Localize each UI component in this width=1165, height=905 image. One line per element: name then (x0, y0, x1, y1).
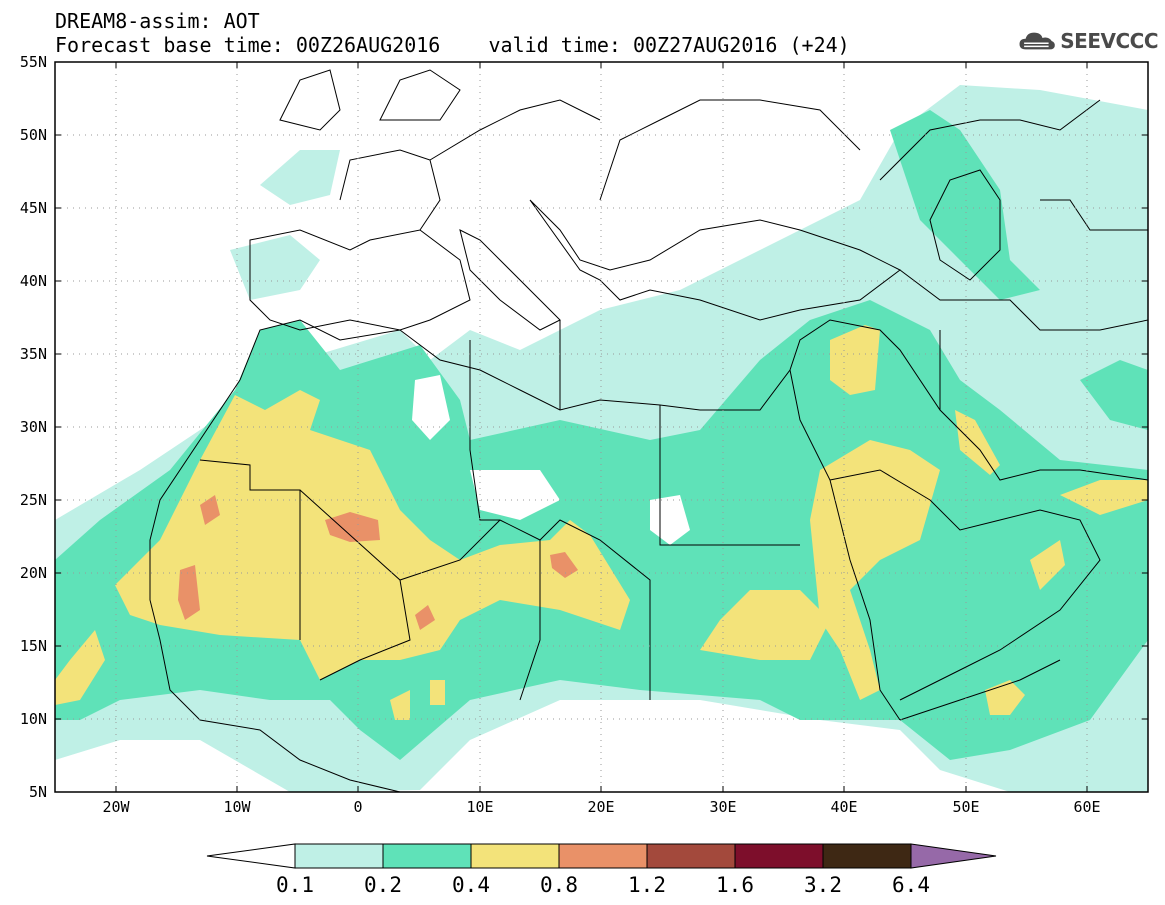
colorbar-label: 0.1 (276, 873, 314, 897)
lat-label: 35N (20, 345, 47, 363)
lon-label: 40E (830, 798, 857, 816)
lat-label: 20N (20, 564, 47, 582)
colorbar-segment (734, 843, 824, 869)
lat-label: 45N (20, 199, 47, 217)
colorbar-arrow-low (206, 843, 296, 869)
colorbar-label: 1.6 (716, 873, 754, 897)
colorbar-segment (822, 843, 912, 869)
colorbar-label: 0.8 (540, 873, 578, 897)
lon-label: 60E (1073, 798, 1100, 816)
lat-label: 55N (20, 53, 47, 71)
colorbar-segment (294, 843, 384, 869)
lat-label: 25N (20, 491, 47, 509)
seevccc-logo: SEEVCCC (1018, 24, 1158, 58)
lon-label: 20W (102, 798, 130, 816)
gridlines (55, 62, 1148, 792)
coastlines (149, 69, 1148, 792)
cloud-icon (1019, 32, 1055, 50)
lon-label: 10E (466, 798, 493, 816)
lat-label: 40N (20, 272, 47, 290)
valid-time-label: valid time: 00Z27AUG2016 (+24) (488, 33, 850, 57)
aot-field (55, 69, 1148, 792)
colorbar (206, 843, 997, 869)
lon-label: 30E (709, 798, 736, 816)
lat-label: 30N (20, 418, 47, 436)
colorbar-label: 6.4 (892, 873, 930, 897)
lat-label: 15N (20, 637, 47, 655)
colorbar-label: 1.2 (628, 873, 666, 897)
lon-label: 0 (353, 798, 362, 816)
lon-label: 20E (587, 798, 614, 816)
lon-label: 50E (952, 798, 979, 816)
lat-ticks (55, 61, 1148, 793)
lat-label: 5N (29, 783, 47, 801)
lon-label: 10W (223, 798, 251, 816)
lon-ticks (115, 62, 1088, 792)
colorbar-label: 3.2 (804, 873, 842, 897)
lon-labels: 20W 10W 0 10E 20E 30E 40E 50E 60E (102, 798, 1100, 816)
colorbar-segment (382, 843, 472, 869)
lat-label: 10N (20, 710, 47, 728)
colorbar-labels: 0.1 0.2 0.4 0.8 1.2 1.6 3.2 6.4 (276, 873, 930, 897)
aot-band-0.8 (178, 495, 578, 630)
colorbar-label: 0.2 (364, 873, 402, 897)
colorbar-arrow-high (910, 843, 997, 869)
map-title: DREAM8-assim: AOT (55, 9, 260, 33)
logo-text: SEEVCCC (1060, 29, 1158, 53)
colorbar-label: 0.4 (452, 873, 490, 897)
lat-labels: 55N 50N 45N 40N 35N 30N 25N 20N 15N 10N … (20, 53, 47, 801)
colorbar-segment (646, 843, 736, 869)
map-subtitle: Forecast base time: 00Z26AUG2016 valid t… (55, 34, 850, 56)
lat-label: 50N (20, 126, 47, 144)
base-time-label: Forecast base time: 00Z26AUG2016 (55, 33, 441, 57)
colorbar-segment (470, 843, 560, 869)
colorbar-segment (558, 843, 648, 869)
